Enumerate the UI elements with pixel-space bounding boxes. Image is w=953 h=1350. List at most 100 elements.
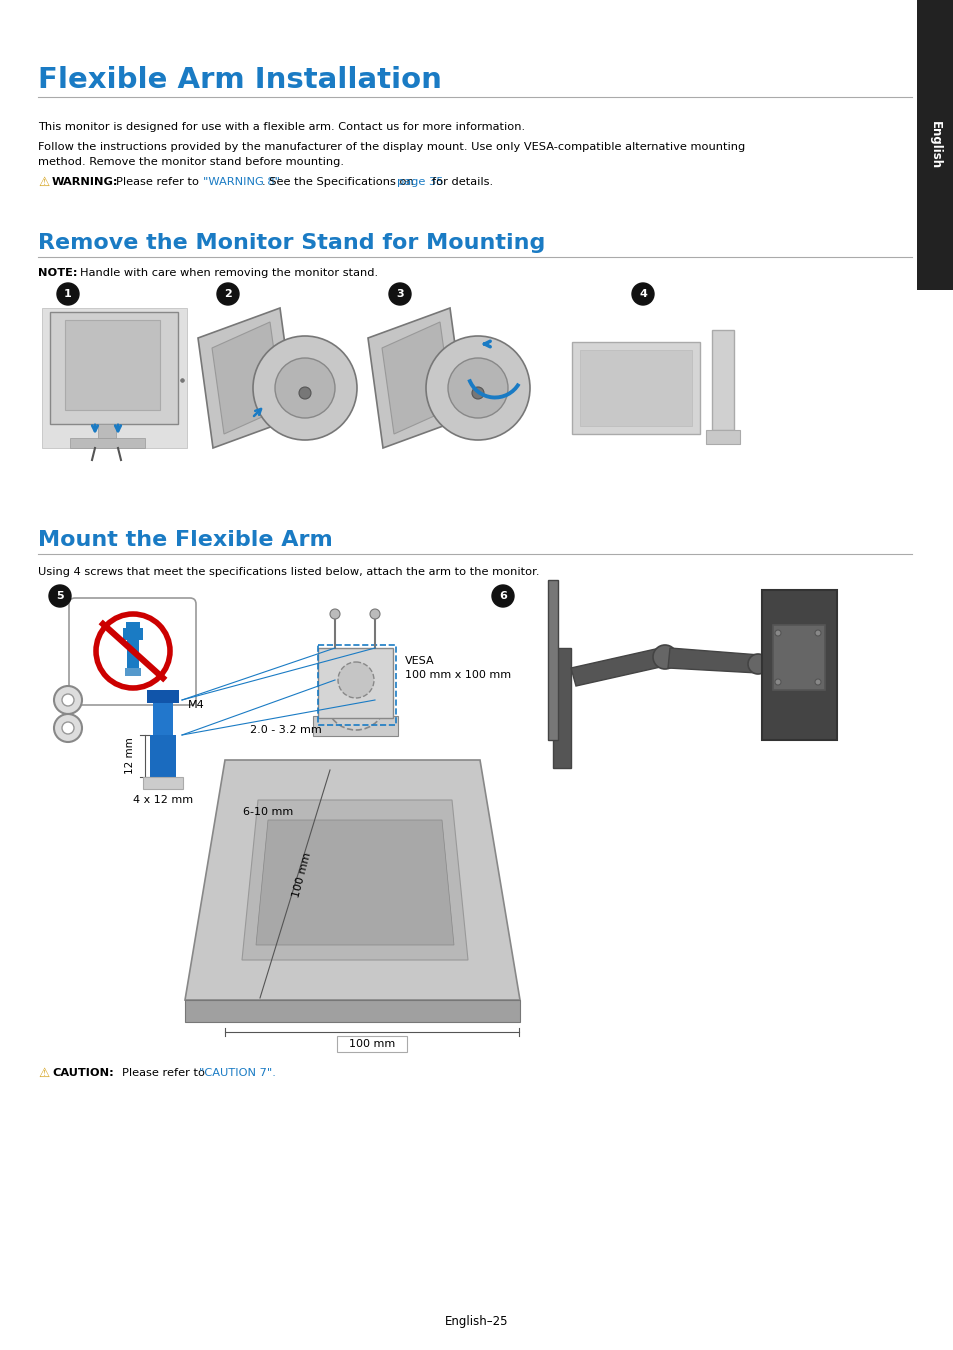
Circle shape xyxy=(747,653,767,674)
Bar xyxy=(70,437,145,448)
Circle shape xyxy=(96,614,170,688)
Bar xyxy=(123,628,143,640)
Bar xyxy=(317,648,393,718)
Text: page 35: page 35 xyxy=(396,177,443,188)
Bar xyxy=(547,580,558,740)
Text: 5: 5 xyxy=(56,591,64,601)
Bar xyxy=(42,308,187,448)
Bar xyxy=(572,342,700,433)
FancyBboxPatch shape xyxy=(69,598,195,705)
Text: 2: 2 xyxy=(224,289,232,298)
Bar xyxy=(185,1000,519,1022)
Text: VESA: VESA xyxy=(405,656,435,666)
Text: WARNING:: WARNING: xyxy=(52,177,118,188)
Text: 2.0 - 3.2 mm: 2.0 - 3.2 mm xyxy=(250,725,321,734)
Text: 6: 6 xyxy=(498,591,506,601)
Bar xyxy=(147,690,179,703)
Text: Handle with care when removing the monitor stand.: Handle with care when removing the monit… xyxy=(80,269,377,278)
Text: English: English xyxy=(927,122,941,169)
Circle shape xyxy=(389,284,411,305)
Text: . See the Specifications on: . See the Specifications on xyxy=(262,177,414,188)
Polygon shape xyxy=(571,648,664,686)
Circle shape xyxy=(631,284,654,305)
Bar xyxy=(916,0,953,290)
Text: ⚠: ⚠ xyxy=(38,1066,50,1080)
Polygon shape xyxy=(242,801,468,960)
Bar xyxy=(705,431,740,444)
Circle shape xyxy=(54,686,82,714)
Circle shape xyxy=(370,609,379,620)
Text: This monitor is designed for use with a flexible arm. Contact us for more inform: This monitor is designed for use with a … xyxy=(38,122,524,132)
Circle shape xyxy=(330,609,339,620)
Text: Please refer to: Please refer to xyxy=(116,177,199,188)
Text: method. Remove the monitor stand before mounting.: method. Remove the monitor stand before … xyxy=(38,157,344,167)
Bar xyxy=(127,640,139,670)
Text: 3: 3 xyxy=(395,289,403,298)
Bar xyxy=(98,424,116,437)
Bar xyxy=(553,648,571,768)
Circle shape xyxy=(814,679,821,684)
Circle shape xyxy=(62,722,74,734)
Bar xyxy=(143,778,183,788)
Text: Please refer to: Please refer to xyxy=(122,1068,205,1079)
Polygon shape xyxy=(667,648,760,674)
Text: Using 4 screws that meet the specifications listed below, attach the arm to the : Using 4 screws that meet the specificati… xyxy=(38,567,539,576)
Text: 12 mm: 12 mm xyxy=(125,737,135,775)
Bar xyxy=(313,716,397,736)
Text: "CAUTION 7".: "CAUTION 7". xyxy=(199,1068,275,1079)
Text: M4: M4 xyxy=(188,701,205,710)
Circle shape xyxy=(814,630,821,636)
Circle shape xyxy=(54,714,82,743)
Text: Flexible Arm Installation: Flexible Arm Installation xyxy=(38,66,441,95)
Text: 100 mm x 100 mm: 100 mm x 100 mm xyxy=(405,670,511,680)
Text: 4: 4 xyxy=(639,289,646,298)
Bar xyxy=(150,734,175,778)
Circle shape xyxy=(426,336,530,440)
Polygon shape xyxy=(368,308,464,448)
Circle shape xyxy=(326,670,386,730)
Bar xyxy=(761,590,836,740)
Polygon shape xyxy=(198,308,294,448)
Polygon shape xyxy=(381,323,452,433)
Bar xyxy=(65,320,160,410)
Circle shape xyxy=(774,679,781,684)
Polygon shape xyxy=(185,760,519,1000)
Bar xyxy=(125,668,141,676)
Text: Mount the Flexible Arm: Mount the Flexible Arm xyxy=(38,531,333,549)
Circle shape xyxy=(298,387,311,400)
Text: "WARNING 8": "WARNING 8" xyxy=(203,177,280,188)
Text: NOTE:: NOTE: xyxy=(38,269,77,278)
Text: ⚠: ⚠ xyxy=(38,176,50,189)
Circle shape xyxy=(492,585,514,608)
Text: English–25: English–25 xyxy=(445,1315,508,1328)
Text: 100 mm: 100 mm xyxy=(291,852,313,899)
Text: Follow the instructions provided by the manufacturer of the display mount. Use o: Follow the instructions provided by the … xyxy=(38,142,744,153)
Circle shape xyxy=(57,284,79,305)
Bar xyxy=(772,625,824,690)
Bar xyxy=(317,645,395,725)
Text: CAUTION:: CAUTION: xyxy=(52,1068,113,1079)
Circle shape xyxy=(448,358,507,418)
Bar xyxy=(711,329,733,431)
Circle shape xyxy=(774,630,781,636)
Circle shape xyxy=(274,358,335,418)
Polygon shape xyxy=(255,819,454,945)
Circle shape xyxy=(49,585,71,608)
Circle shape xyxy=(216,284,239,305)
Text: Remove the Monitor Stand for Mounting: Remove the Monitor Stand for Mounting xyxy=(38,234,545,252)
Circle shape xyxy=(652,645,677,670)
Text: for details.: for details. xyxy=(432,177,493,188)
Bar xyxy=(579,350,691,427)
Circle shape xyxy=(253,336,356,440)
Bar xyxy=(126,622,140,629)
Bar xyxy=(50,312,178,424)
Bar xyxy=(152,703,172,734)
Text: 4 x 12 mm: 4 x 12 mm xyxy=(132,795,193,805)
Circle shape xyxy=(62,694,74,706)
Bar xyxy=(336,1035,407,1052)
Text: 1: 1 xyxy=(64,289,71,298)
Text: 100 mm: 100 mm xyxy=(349,1040,395,1049)
Polygon shape xyxy=(212,323,282,433)
Circle shape xyxy=(337,662,374,698)
Text: 6-10 mm: 6-10 mm xyxy=(243,807,293,817)
